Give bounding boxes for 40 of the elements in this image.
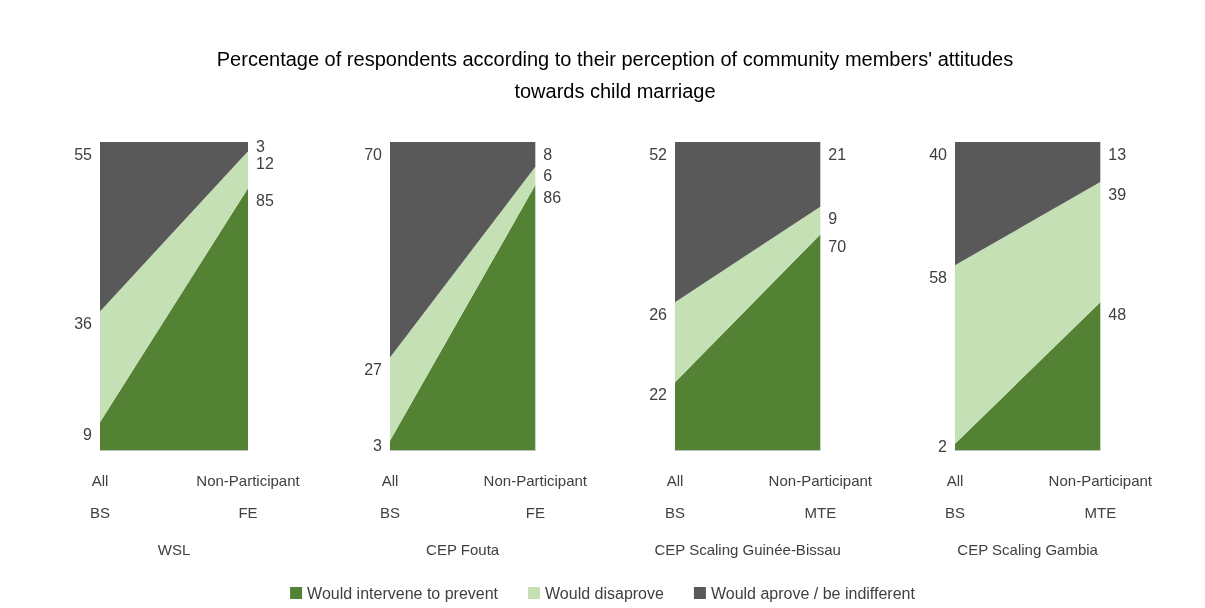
legend-label: Would disaprove — [545, 584, 665, 602]
data-label: 36 — [74, 314, 93, 332]
x-tick-label: Non-Participant MTE — [1048, 471, 1153, 521]
x-tick-label: All BS — [944, 471, 966, 521]
data-label: 52 — [649, 145, 668, 163]
x-tick-label: All BS — [664, 471, 686, 521]
data-label: 9 — [83, 425, 93, 443]
data-label: 55 — [74, 145, 93, 163]
legend-label: Would intervene to prevent — [307, 584, 499, 602]
x-tick-label: All BS — [379, 471, 401, 521]
data-label: 8 — [543, 145, 553, 163]
data-label: 58 — [929, 268, 948, 286]
data-label: 12 — [256, 154, 274, 172]
data-label: 85 — [256, 191, 274, 209]
data-label: 13 — [1108, 145, 1127, 163]
data-label: 9 — [828, 210, 838, 228]
data-label: 70 — [828, 237, 847, 255]
data-label: 2 — [938, 438, 948, 456]
x-axis-title: CEP Fouta — [426, 541, 500, 558]
text: Percentage of respondents according to their perception of community members' attitudes towards child marriage — [216, 48, 1014, 102]
x-tick-label: Non-Participant MTE — [768, 471, 873, 521]
x-axis-title: WSL — [157, 541, 191, 558]
data-label: 6 — [543, 167, 553, 185]
data-label: 70 — [364, 145, 383, 163]
data-label: 48 — [1108, 305, 1127, 323]
data-label: 86 — [543, 188, 562, 206]
x-tick-label: Non-Participant FE — [196, 471, 301, 521]
data-label: 40 — [929, 145, 948, 163]
x-axis-title: CEP Scaling Gambia — [957, 541, 1099, 558]
x-axis-title: CEP Scaling Guinée-Bissau — [654, 541, 841, 558]
data-label: 3 — [256, 138, 265, 156]
data-label: 21 — [828, 145, 847, 163]
data-label: 22 — [649, 385, 668, 403]
legend-label: Would aprove / be indifferent — [710, 584, 916, 602]
x-tick-label: All BS — [89, 471, 111, 521]
data-label: 39 — [1108, 185, 1127, 203]
data-label: 3 — [373, 436, 383, 454]
x-tick-label: Non-Participant FE — [483, 471, 588, 521]
data-label: 27 — [364, 361, 383, 379]
data-label: 26 — [649, 305, 668, 323]
